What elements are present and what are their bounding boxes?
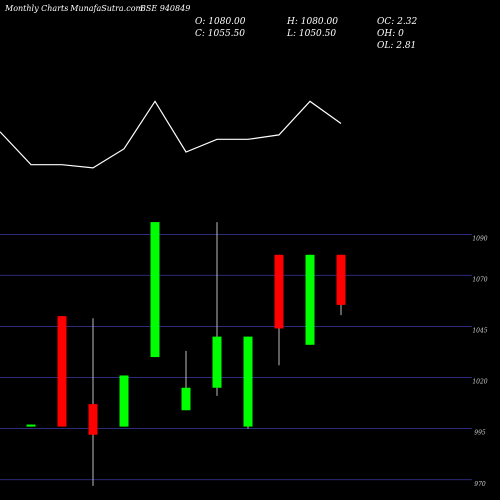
candle-body <box>212 336 222 388</box>
candle-body <box>88 404 98 435</box>
y-tick-label: 995 <box>474 430 486 437</box>
close-value: C: 1055.50 <box>195 29 245 39</box>
candle-body <box>119 375 129 427</box>
ol-value: OL: 2.81 <box>377 41 417 51</box>
candle-body <box>150 222 160 358</box>
candle-body <box>57 316 67 427</box>
y-tick-label: 970 <box>474 481 486 488</box>
high-value: H: 1080.00 <box>287 17 338 27</box>
candle-body <box>305 254 315 345</box>
site-name: - MunafaSutra.com <box>65 4 144 13</box>
y-tick-labels: 1090 1070 1045 1020 995 970 <box>472 235 487 487</box>
y-tick-label: 1045 <box>472 327 487 334</box>
oh-value: OH: 0 <box>377 29 404 39</box>
y-tick-label: 1070 <box>472 276 487 283</box>
oc-value: OC: 2.32 <box>377 17 418 27</box>
candle-body <box>181 387 191 411</box>
low-value: L: 1050.50 <box>287 29 337 39</box>
symbol-label: BSE 940849 <box>140 4 191 13</box>
candle-body <box>336 254 346 305</box>
indicator-polyline <box>0 100 342 169</box>
candle-body <box>274 254 284 329</box>
y-tick-label: 1020 <box>472 379 487 386</box>
grid-lines <box>0 233 472 481</box>
indicator-line <box>0 100 342 169</box>
open-value: O: 1080.00 <box>195 17 246 27</box>
y-tick-label: 1090 <box>472 235 487 242</box>
chart-title: Monthly Charts <box>5 4 69 13</box>
candle-body <box>26 424 36 427</box>
candles <box>26 222 346 486</box>
candle-body <box>243 336 253 427</box>
